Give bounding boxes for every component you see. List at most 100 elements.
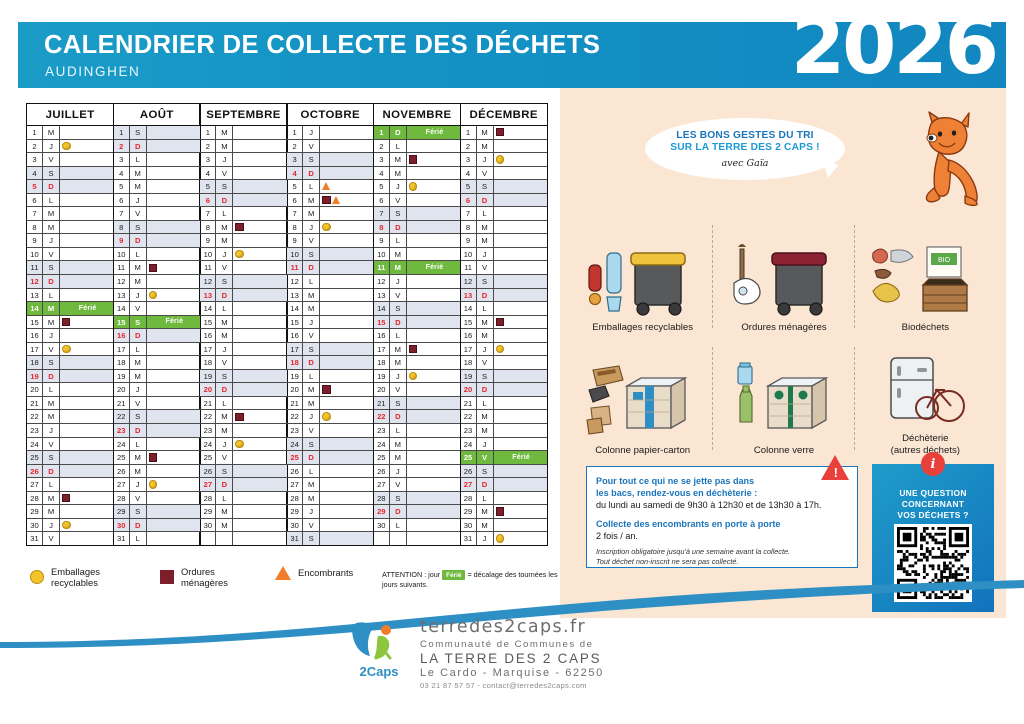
weekday-letter: J [390, 369, 407, 383]
info-box: ! Pour tout ce qui ne se jette pas dans … [586, 455, 858, 568]
day-markers [233, 261, 286, 274]
day-number: 7 [114, 207, 130, 220]
day-number: 30 [374, 518, 390, 532]
day-row: 23 J [27, 424, 114, 438]
day-row: 24 L [113, 437, 200, 452]
day-number: 5 [461, 180, 477, 193]
weekday-letter: S [303, 437, 321, 451]
weekday-letter: D [303, 166, 321, 180]
legend-item-bulky: Encombrants [275, 566, 425, 580]
sort-label-paper: Colonne papier-carton [595, 444, 691, 456]
day-markers [147, 424, 200, 437]
footer-url[interactable]: terredes2caps.fr [420, 617, 587, 637]
weekday-letter: J [43, 518, 60, 532]
footer-contact: 03 21 87 57 57 - contact@terredes2caps.c… [420, 681, 587, 691]
day-number: 15 [287, 315, 304, 329]
day-row: 30 D [113, 518, 200, 533]
day-number: 17 [114, 342, 130, 356]
compost-bin-icon: BIO [865, 235, 985, 319]
day-row: 13 V [373, 288, 461, 303]
day-markers [320, 356, 373, 369]
infobox-heading2: Collecte des encombrants en porte à port… [596, 519, 781, 530]
day-markers [147, 140, 200, 153]
weekday-letter: D [477, 288, 494, 302]
day-markers [233, 397, 286, 410]
day-number: 19 [287, 369, 304, 383]
weekday-letter: D [303, 261, 321, 275]
sort-label-household: Ordures ménagères [741, 322, 827, 333]
weekday-letter: L [390, 234, 407, 247]
day-row: 11 V [200, 261, 287, 276]
day-number: 28 [374, 491, 390, 505]
day-number: 28 [200, 491, 217, 505]
day-row: 19 M [113, 369, 200, 384]
weekday-letter: M [130, 180, 147, 193]
weekday-letter: M [390, 437, 407, 451]
household-marker-icon [235, 412, 244, 421]
day-markers [320, 532, 373, 545]
day-row: 20 M [287, 383, 374, 397]
weekday-letter: V [43, 532, 60, 545]
recyclables-marker-icon [62, 520, 71, 530]
day-number: 14 [461, 302, 477, 315]
collection-calendar: JUILLET 1 M 2 J 3 V 4 S 5 D 6 L 7 M 8 M 9 J 10 V 11 S 12 D 13 L 14 M… [26, 103, 556, 546]
weekday-letter: V [216, 451, 234, 464]
weekday-letter: M [43, 491, 60, 505]
day-number: 27 [287, 478, 304, 491]
day-markers [320, 505, 373, 518]
day-markers [320, 519, 373, 532]
day-markers [233, 519, 286, 532]
holiday-label: Férié [425, 264, 444, 272]
weekday-letter: S [477, 180, 494, 193]
month-header: JUILLET [27, 103, 114, 126]
recyclables-marker-icon [322, 412, 331, 422]
day-number: 29 [27, 505, 43, 518]
day-number: 24 [114, 437, 130, 451]
weekday-letter: J [130, 193, 147, 207]
day-row: 17 V [27, 342, 114, 357]
day-markers [233, 234, 286, 247]
day-markers [320, 478, 373, 491]
weekday-letter: M [216, 315, 234, 329]
weekday-letter: D [390, 315, 407, 329]
weekday-letter: J [43, 139, 60, 153]
day-markers [147, 126, 200, 139]
day-row: 24 J [460, 437, 547, 452]
day-markers [147, 478, 200, 491]
day-row: 13 D [200, 288, 287, 303]
weekday-letter: M [43, 302, 60, 315]
weekday-letter: D [477, 383, 494, 396]
day-row: 29 M [27, 505, 114, 519]
day-markers [320, 410, 373, 423]
day-number: 29 [114, 505, 130, 518]
day-number: 25 [200, 451, 217, 464]
day-row: 25 M [113, 451, 200, 465]
weekday-letter: D [216, 193, 234, 207]
day-markers [320, 289, 373, 302]
day-row: 10 L [113, 247, 200, 262]
weekday-letter [216, 532, 234, 545]
day-markers [233, 140, 286, 153]
day-row: 11 D [287, 261, 374, 276]
year-label: 2026 [790, 2, 999, 92]
day-number: 30 [27, 518, 43, 532]
day-row: 28 L [200, 491, 287, 506]
day-number: 7 [200, 207, 217, 220]
day-number: 8 [200, 220, 217, 234]
day-markers [233, 126, 286, 139]
sort-cell-household: Ordures ménagères [713, 215, 855, 338]
decorative-swoosh [0, 580, 1024, 648]
recyclables-marker-icon [235, 249, 244, 259]
day-number: 26 [114, 464, 130, 478]
day-markers [407, 329, 460, 342]
day-row: 15 M [200, 315, 287, 330]
fox-mascot-icon [925, 111, 978, 207]
warning-triangle-icon [821, 455, 849, 480]
weekday-letter: J [130, 478, 147, 491]
